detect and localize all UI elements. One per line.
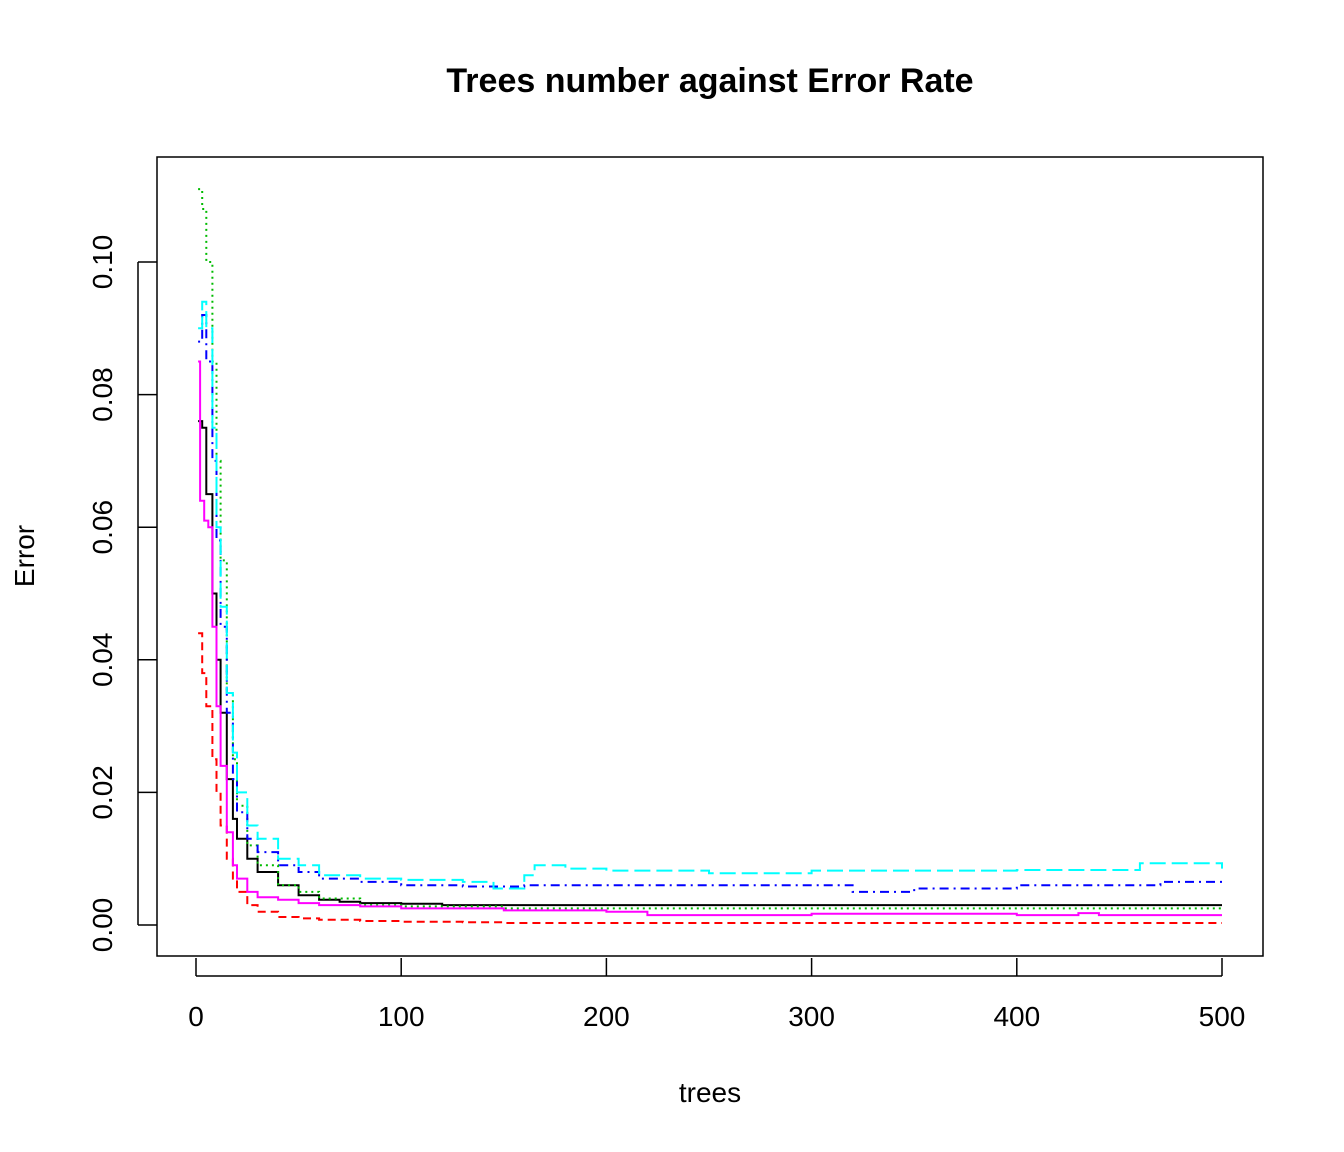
- y-axis-label: Error: [9, 525, 40, 587]
- y-tick-label: 0.08: [87, 367, 118, 422]
- series-line-4: [198, 314, 1223, 893]
- plot-area: [198, 188, 1223, 924]
- series-line-5: [198, 300, 1223, 890]
- y-axis: 0.00 0.02 0.04 0.06 0.08 0.10: [87, 235, 157, 953]
- x-axis: 0 100 200 300 400 500: [188, 958, 1245, 1032]
- x-tick-label: 100: [378, 1001, 425, 1032]
- y-tick-label: 0.02: [87, 765, 118, 820]
- series-line-2: [198, 632, 1222, 924]
- series-line-6: [198, 360, 1222, 917]
- y-tick-label: 0.00: [87, 898, 118, 953]
- x-tick-label: 500: [1199, 1001, 1246, 1032]
- y-tick-label: 0.04: [87, 633, 118, 688]
- chart-title: Trees number against Error Rate: [446, 62, 973, 100]
- y-tick-label: 0.06: [87, 500, 118, 555]
- x-tick-label: 0: [188, 1001, 204, 1032]
- series-line-3: [198, 188, 1223, 910]
- x-tick-label: 400: [993, 1001, 1040, 1032]
- y-tick-label: 0.10: [87, 235, 118, 290]
- series-line-1: [198, 420, 1222, 907]
- x-tick-label: 300: [788, 1001, 835, 1032]
- x-axis-label: trees: [679, 1077, 741, 1108]
- plot-frame: [156, 156, 1264, 957]
- x-tick-label: 200: [583, 1001, 630, 1032]
